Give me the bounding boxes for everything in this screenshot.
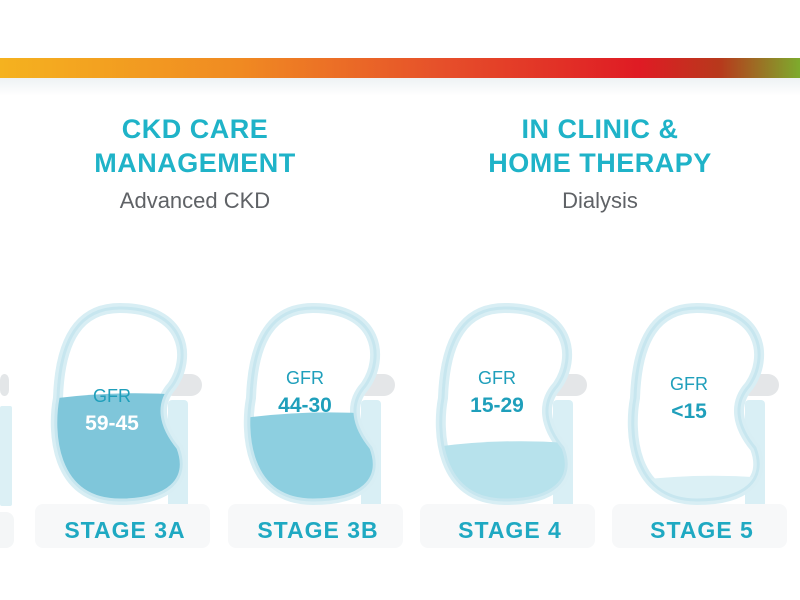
stages-layer: GFR 59-45 STAGE 3A GFR 44-30 STAGE 3B GFR 15-29… <box>35 302 787 548</box>
ckd-care-heading: CKD CARE MANAGEMENT <box>60 112 330 180</box>
kidney-inner-outline <box>631 306 761 502</box>
stage-label: STAGE 3B <box>257 517 378 543</box>
therapy-heading-line1: IN CLINIC & <box>521 114 679 144</box>
kidney-fill-level <box>632 475 760 500</box>
ckd-care-heading-line2: MANAGEMENT <box>94 148 296 178</box>
stage-card <box>228 504 403 548</box>
gfr-label: GFR <box>93 386 131 406</box>
gfr-label: GFR <box>478 368 516 388</box>
stage-card <box>612 504 787 548</box>
kidney-stage-3: GFR 15-29 STAGE 4 <box>420 302 595 548</box>
stage-card <box>420 504 595 548</box>
gfr-label: GFR <box>286 368 324 388</box>
ckd-care-heading-line1: CKD CARE <box>121 114 269 144</box>
gfr-label: GFR <box>670 374 708 394</box>
gfr-range: 44-30 <box>278 394 332 417</box>
kidney-stage-2: GFR 44-30 STAGE 3B <box>228 302 403 548</box>
kidney-inner-outline <box>54 306 184 502</box>
kidney-fill-level <box>55 393 183 500</box>
kidney-stage-1: GFR 59-45 STAGE 3A <box>35 302 210 548</box>
stage-label: STAGE 3A <box>64 517 185 543</box>
kidney-inner-outline <box>247 306 377 502</box>
stage-card <box>35 504 210 548</box>
gfr-range: <15 <box>671 400 707 423</box>
gfr-range: 59-45 <box>85 412 139 435</box>
therapy-heading-line2: HOME THERAPY <box>488 148 712 178</box>
kidney-inner-outline <box>439 306 569 502</box>
kidney-stages-diagram: GFR 59-45 STAGE 3A GFR 44-30 STAGE 3B GFR 15-29… <box>0 302 787 548</box>
therapy-heading: IN CLINIC & HOME THERAPY <box>460 112 740 180</box>
dialysis-subheading: Dialysis <box>562 188 638 213</box>
advanced-ckd-subheading: Advanced CKD <box>119 188 271 213</box>
gfr-range: 15-29 <box>470 394 524 417</box>
header-shadow <box>0 78 800 96</box>
partial-kidney-left <box>0 374 14 548</box>
stage-label: STAGE 5 <box>650 517 754 543</box>
kidney-stage-4: GFR <15 STAGE 5 <box>612 302 787 548</box>
stage-gradient-bar <box>0 58 800 78</box>
stage-label: STAGE 4 <box>458 517 562 543</box>
